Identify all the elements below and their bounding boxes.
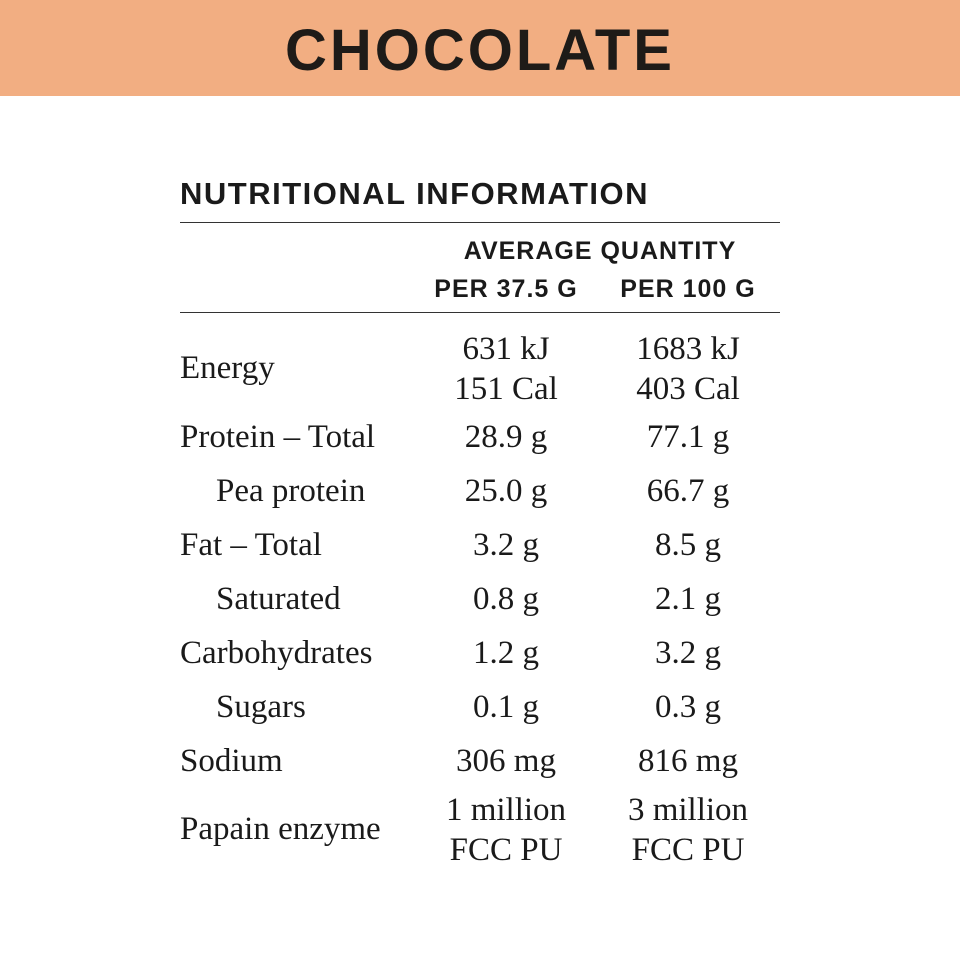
value-per-serving: 1 million FCC PU — [416, 788, 596, 871]
row-energy: Energy 631 kJ 151 Cal 1683 kJ 403 Cal — [180, 327, 780, 410]
row-label: Pea protein — [216, 472, 366, 509]
value-line: 403 Cal — [636, 370, 740, 407]
row-sugars: Sugars 0.1 g 0.3 g — [180, 680, 780, 734]
value-line: 1 million — [445, 791, 567, 828]
value-per-100g: 1683 kJ 403 Cal — [598, 327, 778, 410]
value-per-serving: 1.2 g — [416, 626, 596, 680]
value-line: 25.0 g — [464, 473, 548, 509]
value-line: 3.2 g — [655, 635, 721, 671]
row-pea-protein: Pea protein 25.0 g 66.7 g — [180, 464, 780, 518]
value-per-100g: 816 mg — [598, 734, 778, 788]
row-label: Fat – Total — [180, 526, 322, 563]
value-line: 631 kJ — [462, 330, 550, 367]
row-label: Sugars — [216, 688, 306, 725]
value-per-100g: 0.3 g — [598, 680, 778, 734]
column-per-100g: PER 100 G — [620, 275, 756, 303]
value-per-serving: 631 kJ 151 Cal — [416, 327, 596, 410]
value-per-serving: 0.1 g — [416, 680, 596, 734]
nutrition-title: NUTRITIONAL INFORMATION — [180, 170, 780, 223]
column-group-label: AVERAGE QUANTITY — [463, 237, 737, 265]
row-protein-total: Protein – Total 28.9 g 77.1 g — [180, 410, 780, 464]
value-per-serving: 25.0 g — [416, 464, 596, 518]
nutrition-rows: Energy 631 kJ 151 Cal 1683 kJ 403 Cal Pr… — [180, 327, 780, 871]
value-per-serving: 306 mg — [416, 734, 596, 788]
row-label: Saturated — [216, 580, 341, 617]
value-line: FCC PU — [631, 831, 745, 868]
value-line: 28.9 g — [464, 419, 548, 455]
value-line: 0.1 g — [473, 689, 539, 725]
row-label: Protein – Total — [180, 418, 376, 455]
value-line: 151 Cal — [454, 370, 558, 407]
value-line: 816 mg — [638, 743, 738, 779]
row-label: Carbohydrates — [180, 634, 373, 671]
row-carbohydrates: Carbohydrates 1.2 g 3.2 g — [180, 626, 780, 680]
product-title: CHOCOLATE — [284, 17, 675, 83]
value-per-100g: 3.2 g — [598, 626, 778, 680]
value-line: 1683 kJ — [636, 330, 740, 367]
value-line: 0.8 g — [473, 581, 539, 617]
value-per-serving: 28.9 g — [416, 410, 596, 464]
value-per-100g: 3 million FCC PU — [598, 788, 778, 871]
value-line: FCC PU — [449, 831, 563, 868]
row-label: Papain enzyme — [180, 811, 381, 847]
row-sodium: Sodium 306 mg 816 mg — [180, 734, 780, 788]
value-line: 306 mg — [456, 743, 556, 779]
row-saturated: Saturated 0.8 g 2.1 g — [180, 572, 780, 626]
column-header: AVERAGE QUANTITY PER 37.5 G PER 100 G — [180, 223, 780, 313]
column-per-serving: PER 37.5 G — [434, 275, 578, 303]
value-per-100g: 77.1 g — [598, 410, 778, 464]
value-per-100g: 66.7 g — [598, 464, 778, 518]
value-line: 66.7 g — [646, 473, 730, 509]
value-per-100g: 8.5 g — [598, 518, 778, 572]
value-per-serving: 0.8 g — [416, 572, 596, 626]
value-line: 3.2 g — [473, 527, 539, 563]
value-per-serving: 3.2 g — [416, 518, 596, 572]
row-label: Energy — [180, 350, 275, 386]
value-line: 1.2 g — [473, 635, 539, 671]
header-banner: CHOCOLATE — [0, 0, 960, 96]
value-line: 2.1 g — [655, 581, 721, 617]
row-label: Sodium — [180, 742, 283, 779]
row-papain-enzyme: Papain enzyme 1 million FCC PU 3 million… — [180, 788, 780, 871]
value-line: 0.3 g — [655, 689, 721, 725]
row-fat-total: Fat – Total 3.2 g 8.5 g — [180, 518, 780, 572]
value-line: 77.1 g — [646, 419, 730, 455]
value-line: 8.5 g — [655, 527, 721, 563]
value-line: 3 million — [627, 791, 749, 828]
nutrition-panel: NUTRITIONAL INFORMATION AVERAGE QUANTITY… — [180, 170, 780, 871]
value-per-100g: 2.1 g — [598, 572, 778, 626]
